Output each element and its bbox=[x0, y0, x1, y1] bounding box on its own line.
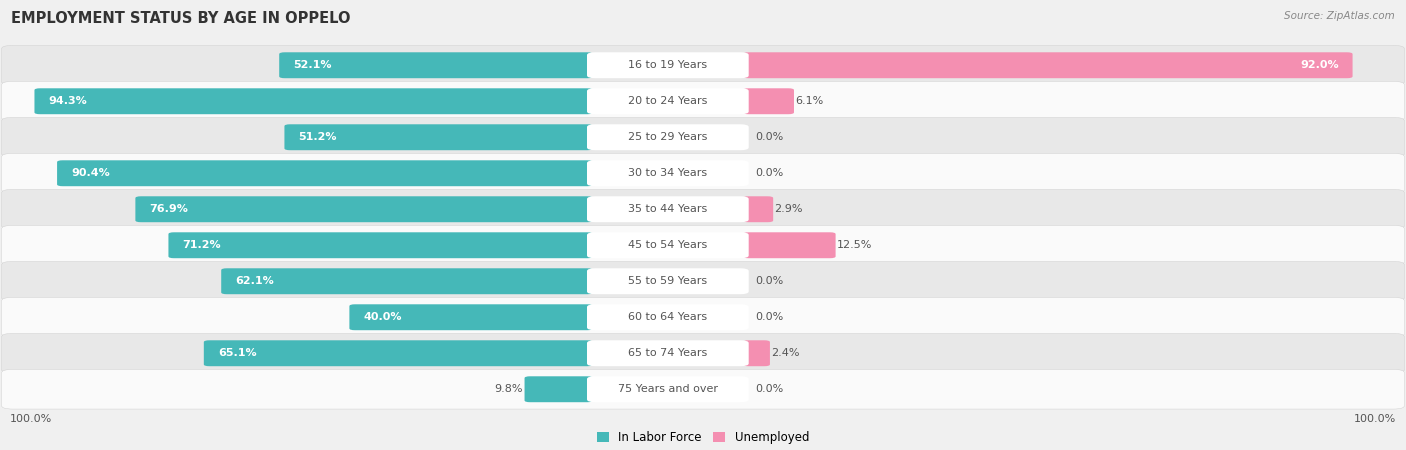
FancyBboxPatch shape bbox=[1, 117, 1405, 157]
FancyBboxPatch shape bbox=[135, 196, 593, 222]
Text: 9.8%: 9.8% bbox=[495, 384, 523, 394]
Text: 100.0%: 100.0% bbox=[10, 414, 52, 424]
Text: Source: ZipAtlas.com: Source: ZipAtlas.com bbox=[1284, 11, 1395, 21]
FancyBboxPatch shape bbox=[588, 88, 748, 114]
Text: 2.9%: 2.9% bbox=[775, 204, 803, 214]
FancyBboxPatch shape bbox=[1, 153, 1405, 193]
Text: 94.3%: 94.3% bbox=[49, 96, 87, 106]
FancyBboxPatch shape bbox=[742, 340, 770, 366]
Text: 0.0%: 0.0% bbox=[756, 132, 785, 142]
FancyBboxPatch shape bbox=[742, 196, 773, 222]
FancyBboxPatch shape bbox=[588, 160, 748, 186]
Text: 51.2%: 51.2% bbox=[298, 132, 337, 142]
FancyBboxPatch shape bbox=[588, 124, 748, 150]
Text: 55 to 59 Years: 55 to 59 Years bbox=[628, 276, 707, 286]
Text: 2.4%: 2.4% bbox=[772, 348, 800, 358]
Text: 65 to 74 Years: 65 to 74 Years bbox=[628, 348, 707, 358]
FancyBboxPatch shape bbox=[204, 340, 593, 366]
FancyBboxPatch shape bbox=[1, 369, 1405, 409]
Text: 0.0%: 0.0% bbox=[756, 312, 785, 322]
Text: 0.0%: 0.0% bbox=[756, 168, 785, 178]
Text: 0.0%: 0.0% bbox=[756, 384, 785, 394]
Text: EMPLOYMENT STATUS BY AGE IN OPPELO: EMPLOYMENT STATUS BY AGE IN OPPELO bbox=[11, 11, 350, 26]
Text: 52.1%: 52.1% bbox=[294, 60, 332, 70]
FancyBboxPatch shape bbox=[1, 297, 1405, 337]
FancyBboxPatch shape bbox=[280, 52, 593, 78]
FancyBboxPatch shape bbox=[1, 261, 1405, 301]
FancyBboxPatch shape bbox=[588, 376, 748, 402]
Text: 0.0%: 0.0% bbox=[756, 276, 785, 286]
Text: 6.1%: 6.1% bbox=[796, 96, 824, 106]
Text: 25 to 29 Years: 25 to 29 Years bbox=[628, 132, 707, 142]
Text: 62.1%: 62.1% bbox=[235, 276, 274, 286]
FancyBboxPatch shape bbox=[58, 160, 593, 186]
FancyBboxPatch shape bbox=[1, 81, 1405, 121]
FancyBboxPatch shape bbox=[588, 52, 748, 78]
FancyBboxPatch shape bbox=[349, 304, 593, 330]
Text: 12.5%: 12.5% bbox=[837, 240, 872, 250]
FancyBboxPatch shape bbox=[1, 333, 1405, 373]
FancyBboxPatch shape bbox=[588, 340, 748, 366]
FancyBboxPatch shape bbox=[588, 196, 748, 222]
FancyBboxPatch shape bbox=[742, 232, 835, 258]
FancyBboxPatch shape bbox=[169, 232, 593, 258]
Text: 71.2%: 71.2% bbox=[183, 240, 221, 250]
Text: 76.9%: 76.9% bbox=[149, 204, 188, 214]
Text: 35 to 44 Years: 35 to 44 Years bbox=[628, 204, 707, 214]
FancyBboxPatch shape bbox=[1, 45, 1405, 85]
FancyBboxPatch shape bbox=[742, 52, 1353, 78]
FancyBboxPatch shape bbox=[35, 88, 593, 114]
Text: 60 to 64 Years: 60 to 64 Years bbox=[628, 312, 707, 322]
FancyBboxPatch shape bbox=[284, 124, 593, 150]
FancyBboxPatch shape bbox=[221, 268, 593, 294]
Text: 20 to 24 Years: 20 to 24 Years bbox=[628, 96, 707, 106]
FancyBboxPatch shape bbox=[1, 225, 1405, 265]
FancyBboxPatch shape bbox=[588, 304, 748, 330]
Text: 16 to 19 Years: 16 to 19 Years bbox=[628, 60, 707, 70]
Text: 65.1%: 65.1% bbox=[218, 348, 256, 358]
Legend: In Labor Force, Unemployed: In Labor Force, Unemployed bbox=[598, 431, 808, 444]
Text: 45 to 54 Years: 45 to 54 Years bbox=[628, 240, 707, 250]
FancyBboxPatch shape bbox=[742, 88, 794, 114]
Text: 30 to 34 Years: 30 to 34 Years bbox=[628, 168, 707, 178]
Text: 40.0%: 40.0% bbox=[363, 312, 402, 322]
FancyBboxPatch shape bbox=[588, 268, 748, 294]
FancyBboxPatch shape bbox=[588, 232, 748, 258]
Text: 92.0%: 92.0% bbox=[1301, 60, 1339, 70]
Text: 90.4%: 90.4% bbox=[72, 168, 110, 178]
FancyBboxPatch shape bbox=[1, 189, 1405, 229]
Text: 75 Years and over: 75 Years and over bbox=[617, 384, 718, 394]
FancyBboxPatch shape bbox=[524, 376, 593, 402]
Text: 100.0%: 100.0% bbox=[1354, 414, 1396, 424]
